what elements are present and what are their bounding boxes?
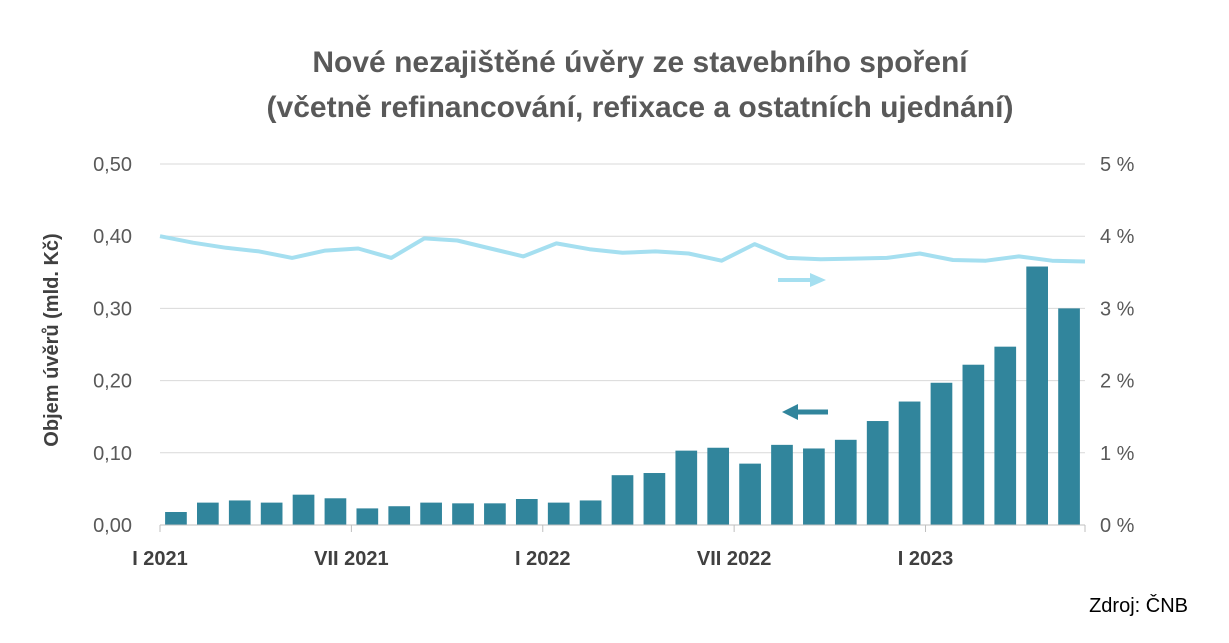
bar [866,421,889,525]
y-tick-label: 0,40 [93,226,132,248]
bar [547,502,570,525]
bar [898,401,921,525]
bar [515,499,538,525]
y-tick-label: 0,00 [93,515,132,537]
right-axis-arrow-head [810,273,826,287]
bar [739,463,761,525]
chart-title: Nové nezajištěné úvěry ze stavebního spo… [267,46,1014,124]
chart-title-line1: Nové nezajištěné úvěry ze stavebního spo… [312,46,969,79]
bar [197,502,219,525]
x-tick-label: I 2023 [898,548,954,570]
bar [165,512,187,525]
bar [643,473,666,525]
y2-tick-label: 4 % [1100,226,1135,248]
bar-series [165,266,1080,525]
y-axis-ticks: 0,00 0,10 0,20 0,30 0,40 0,50 [93,154,132,537]
bar [707,447,730,525]
chart-title-line2: (včetně refinancování, refixace a ostatn… [267,91,1014,124]
y-axis-label: Objem úvěrů (mld. Kč) [41,233,63,446]
y2-tick-label: 5 % [1100,154,1135,176]
line-series-path [159,234,1086,264]
bar [1026,266,1048,525]
bar [324,498,347,525]
y-tick-label: 0,30 [93,298,132,320]
bar [771,444,793,525]
bar [260,502,283,525]
source-note: Zdroj: ČNB [1089,594,1188,617]
bar [1058,308,1080,525]
bar [579,500,602,525]
bar [420,502,442,525]
bar [292,494,315,525]
x-tick-label: VII 2022 [697,548,772,570]
bar [994,346,1017,525]
bar [803,448,825,525]
bar [834,439,857,525]
y2-axis-ticks: 0 % 1 % 2 % 3 % 4 % 5 % [1100,154,1135,537]
bar [930,382,953,525]
bar [484,503,506,525]
left-axis-arrow-head [782,404,798,420]
y-tick-label: 0,10 [93,443,132,465]
bar [611,475,634,525]
x-tick-label: VII 2021 [314,548,389,570]
y-tick-label: 0,20 [93,371,132,393]
bar [388,506,411,525]
x-tick-label: I 2021 [132,548,188,570]
axis-indicator-arrows [778,273,828,420]
x-axis-ticks: I 2021 VII 2021 I 2022 VII 2022 I 2023 [132,548,953,570]
y-tick-label: 0,50 [93,154,132,176]
bar [356,508,379,525]
axes [159,524,1086,532]
y2-tick-label: 3 % [1100,298,1135,320]
line-series [159,234,1086,264]
bar [452,503,474,525]
bar [675,450,698,525]
y2-tick-label: 1 % [1100,443,1135,465]
y2-tick-label: 2 % [1100,371,1135,393]
bar [962,364,985,525]
bar [228,500,251,525]
y2-tick-label: 0 % [1100,515,1135,537]
x-tick-label: I 2022 [515,548,571,570]
